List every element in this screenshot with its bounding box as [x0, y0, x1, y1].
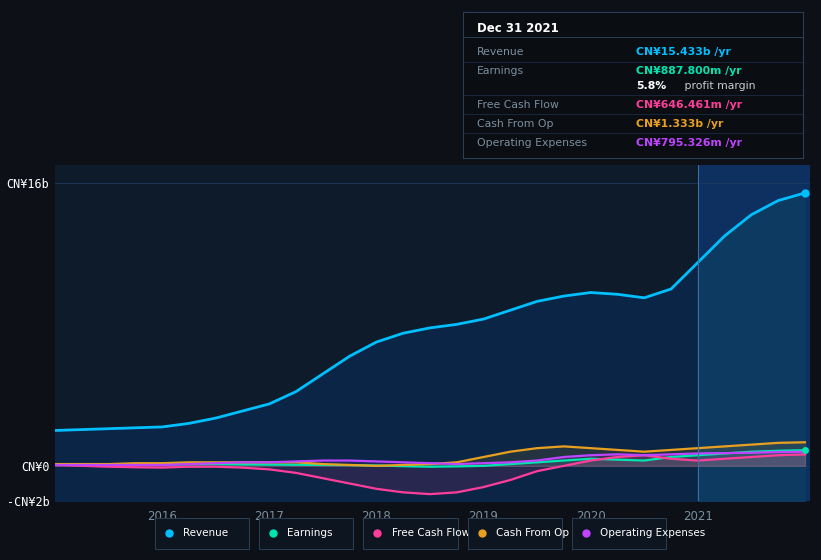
Text: Revenue: Revenue [477, 47, 524, 57]
Text: Free Cash Flow: Free Cash Flow [477, 100, 558, 110]
Text: Operating Expenses: Operating Expenses [477, 138, 586, 148]
Text: 5.8%: 5.8% [636, 81, 667, 91]
Bar [698, 165, 821, 501]
Text: Free Cash Flow: Free Cash Flow [392, 528, 470, 538]
Text: CN¥887.800m /yr: CN¥887.800m /yr [636, 66, 742, 76]
Text: Cash From Op: Cash From Op [477, 119, 553, 129]
Text: Revenue: Revenue [183, 528, 228, 538]
Text: Dec 31 2021: Dec 31 2021 [477, 22, 558, 35]
Text: CN¥795.326m /yr: CN¥795.326m /yr [636, 138, 742, 148]
Text: CN¥646.461m /yr: CN¥646.461m /yr [636, 100, 742, 110]
Text: Earnings: Earnings [287, 528, 333, 538]
Text: Earnings: Earnings [477, 66, 524, 76]
Text: Cash From Op: Cash From Op [496, 528, 569, 538]
Text: profit margin: profit margin [681, 81, 755, 91]
Text: Operating Expenses: Operating Expenses [600, 528, 705, 538]
Text: CN¥15.433b /yr: CN¥15.433b /yr [636, 47, 732, 57]
Text: CN¥1.333b /yr: CN¥1.333b /yr [636, 119, 724, 129]
